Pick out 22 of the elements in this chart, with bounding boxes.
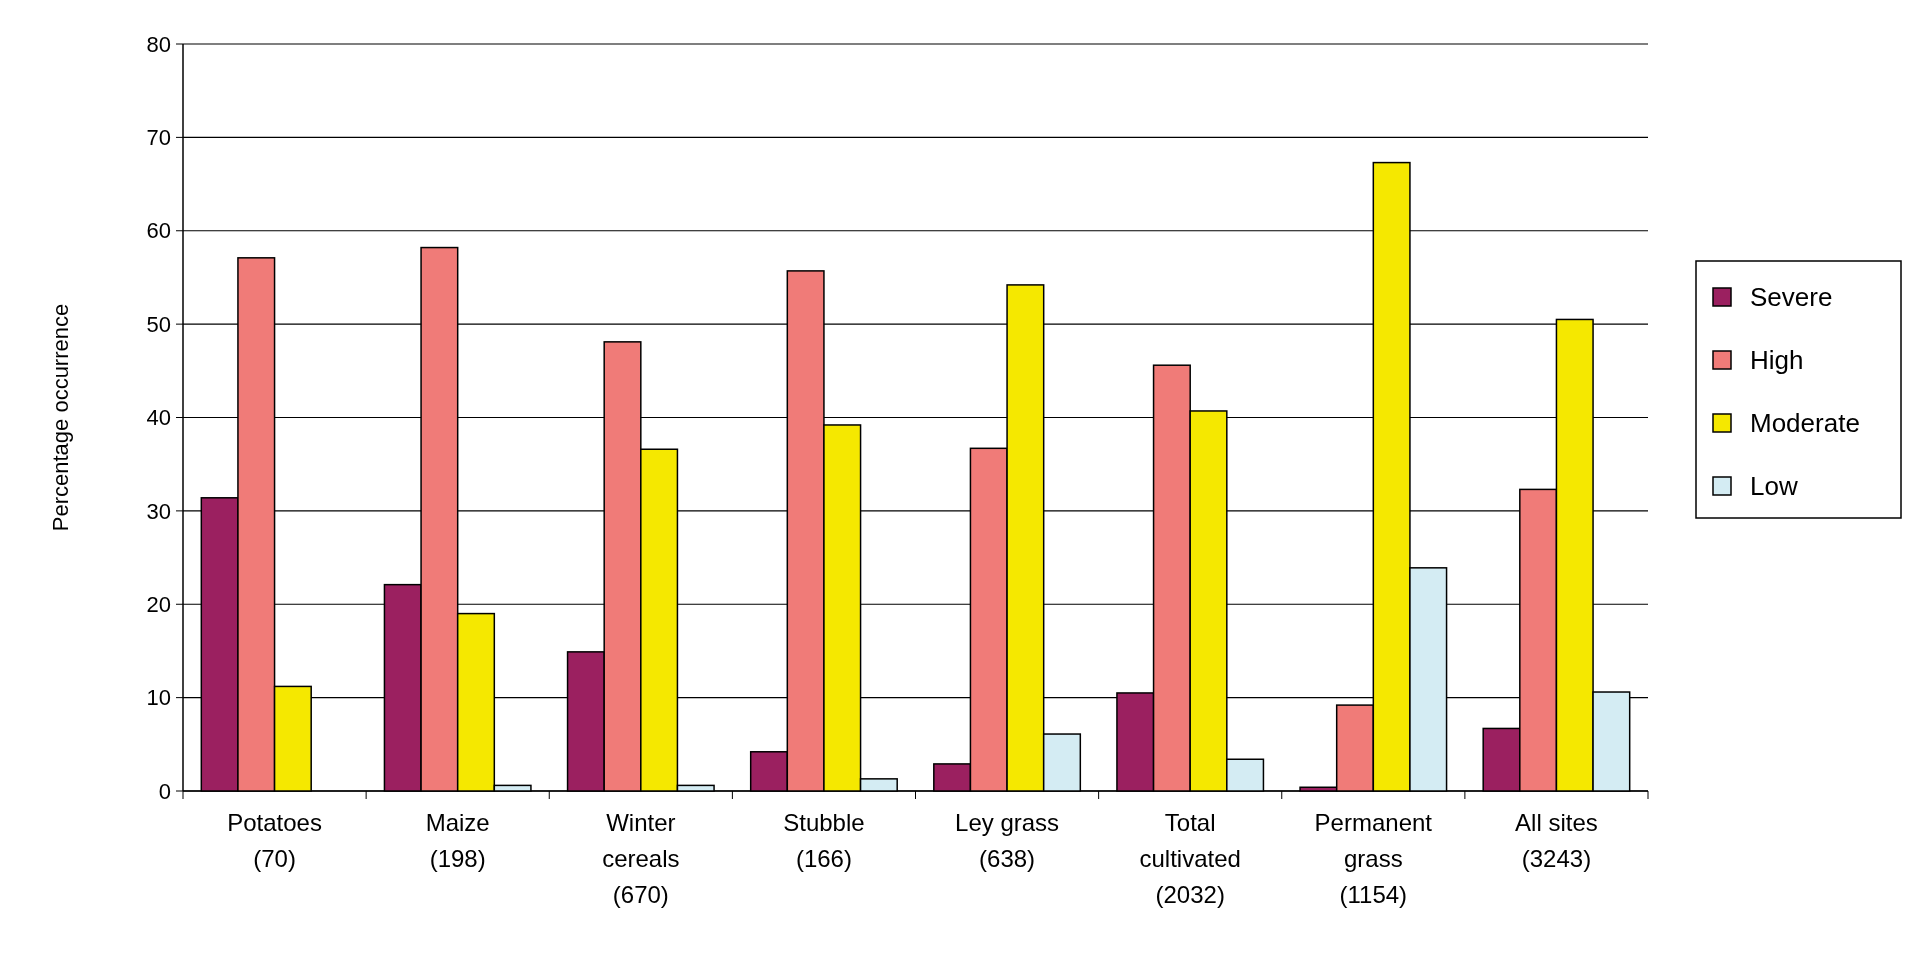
y-axis-title: Percentage occurrence bbox=[48, 303, 73, 532]
x-tick-label: Permanent grass (1154) bbox=[1314, 809, 1433, 908]
y-tick-label: 60 bbox=[146, 218, 171, 244]
y-tick-label: 0 bbox=[158, 778, 171, 804]
legend-label: High bbox=[1750, 345, 1804, 376]
x-tick-label: Potatoes (70) bbox=[227, 809, 322, 872]
legend-label: Moderate bbox=[1750, 408, 1860, 439]
x-tick-label: Total cultivated (2032) bbox=[1139, 809, 1241, 908]
x-tick-label: All sites (3243) bbox=[1515, 809, 1598, 872]
x-tick-label: Ley grass (638) bbox=[955, 809, 1060, 872]
y-tick-label: 10 bbox=[146, 685, 171, 711]
legend-label: Low bbox=[1750, 471, 1798, 502]
x-tick-label: Winter cereals (670) bbox=[602, 809, 680, 908]
x-tick-label: Stubble (166) bbox=[783, 809, 865, 872]
y-tick-label: 30 bbox=[146, 498, 171, 524]
legend-label: Severe bbox=[1750, 282, 1833, 313]
y-tick-label: 40 bbox=[146, 405, 171, 431]
x-tick-label: Maize (198) bbox=[425, 809, 490, 872]
y-tick-label: 80 bbox=[146, 31, 171, 57]
y-tick-label: 70 bbox=[146, 125, 171, 151]
y-tick-label: 50 bbox=[146, 311, 171, 337]
y-tick-label: 20 bbox=[146, 591, 171, 617]
